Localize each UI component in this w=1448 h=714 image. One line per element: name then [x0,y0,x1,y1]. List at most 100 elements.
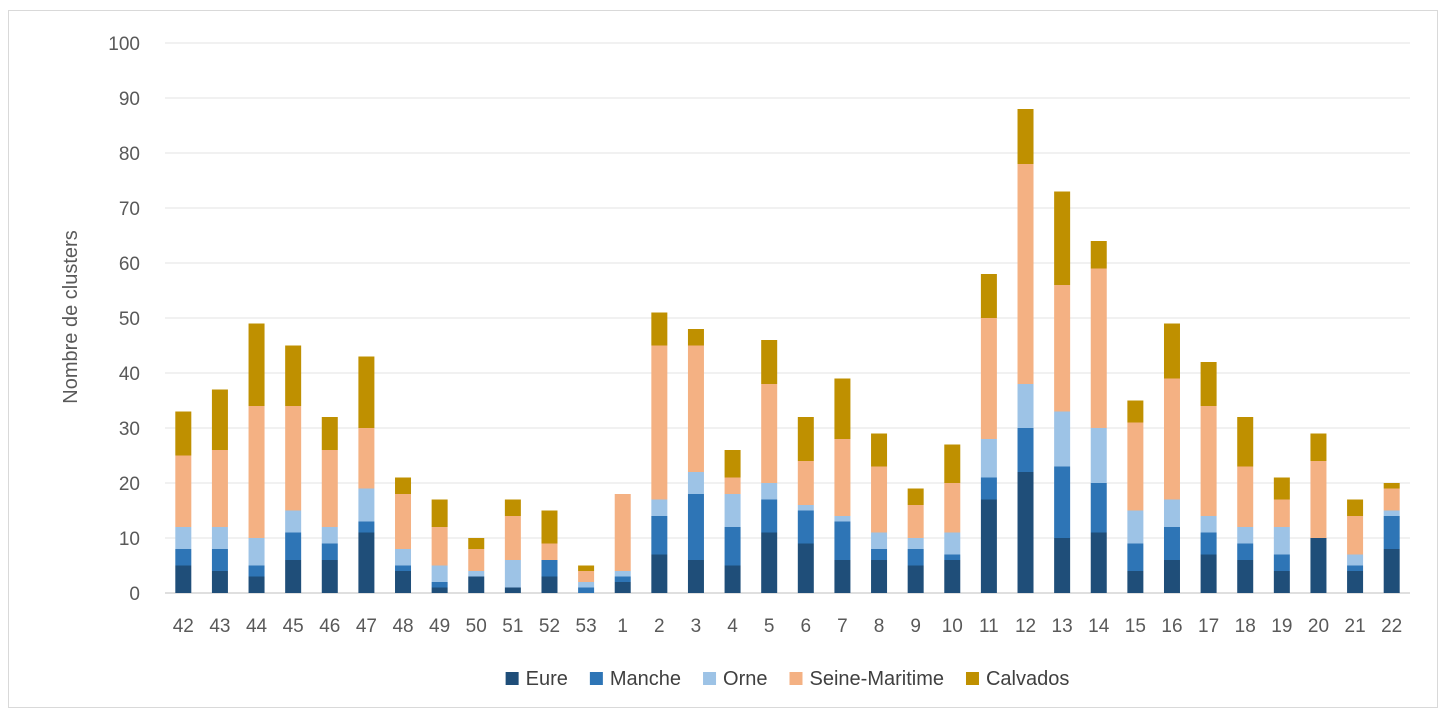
bar-segment-eure-2 [651,554,668,593]
bar-segment-eure-18 [1237,560,1254,593]
bar-segment-eure-12 [1017,472,1034,593]
bar-segment-eure-22 [1383,549,1400,593]
bar-segment-calvados-15 [1127,400,1144,423]
x-tick-label: 2 [654,616,665,637]
x-tick-label: 10 [942,616,963,637]
bar-segment-manche-48 [395,565,412,571]
bar-segment-eure-47 [358,532,375,593]
x-tick-label: 13 [1052,616,1073,637]
bar-segment-seine-maritime-11 [980,318,997,439]
bar-segment-manche-22 [1383,516,1400,549]
bar-segment-seine-maritime-48 [395,494,412,549]
x-tick-label: 5 [764,616,775,637]
bar-segment-manche-6 [797,510,814,544]
bar-segment-manche-11 [980,477,997,500]
bar-segment-eure-9 [907,565,924,593]
y-axis-ticks: 0 10 20 30 40 50 60 70 80 90 100 [108,34,140,605]
x-tick-label: 7 [837,616,848,637]
x-tick-label: 4 [727,616,738,637]
bar-segment-orne-12 [1017,384,1034,428]
bar-segment-calvados-51 [504,499,521,516]
x-tick-label: 43 [209,616,230,637]
x-tick-label: 9 [910,616,921,637]
bar-segment-orne-8 [871,532,888,549]
bar-segment-manche-1 [614,576,631,582]
bar-segment-orne-46 [321,527,338,544]
bar-segment-calvados-52 [541,510,558,544]
bar-segment-manche-47 [358,521,375,533]
legend-label: Calvados [986,668,1069,690]
legend-item-orne: Orne [703,668,768,690]
bar-segment-orne-10 [944,532,961,555]
bar-segment-seine-maritime-20 [1310,461,1327,538]
bar-segment-orne-13 [1054,411,1071,467]
bar-segment-seine-maritime-2 [651,345,668,500]
bar-segment-eure-3 [687,560,704,593]
bar-segment-calvados-48 [395,477,412,494]
bar-segment-calvados-6 [797,417,814,461]
bar-segment-orne-49 [431,565,448,582]
bar-segment-seine-maritime-50 [468,549,485,571]
x-tick-label: 52 [539,616,560,637]
chart-frame [8,10,1438,708]
bar-segment-manche-21 [1347,565,1364,571]
y-tick-label: 30 [119,419,140,440]
bar-segment-seine-maritime-47 [358,428,375,489]
bar-segment-calvados-50 [468,538,485,549]
bar-segment-calvados-13 [1054,191,1071,285]
x-tick-label: 44 [246,616,268,637]
bar-segment-eure-5 [761,532,778,593]
bar-segment-eure-51 [504,587,521,593]
bar-segment-manche-5 [761,499,778,533]
bar-segment-orne-45 [285,510,302,533]
bar-segment-eure-44 [248,576,265,593]
x-tick-label: 46 [319,616,340,637]
bar-segment-eure-49 [431,587,448,593]
bar-segment-orne-48 [395,549,412,566]
legend-swatch [965,672,979,685]
bar-segment-seine-maritime-15 [1127,422,1144,511]
bar-segment-orne-42 [175,527,192,549]
bar-segment-eure-13 [1054,538,1071,593]
bar-segment-calvados-22 [1383,483,1400,489]
bar-segment-eure-10 [944,560,961,593]
bar-segment-orne-9 [907,538,924,549]
bar-segment-calvados-11 [980,274,997,318]
bar-segment-manche-15 [1127,543,1144,571]
bar-segment-orne-43 [211,527,228,549]
legend-label: Orne [723,668,767,690]
bar-segment-calvados-53 [578,565,595,571]
legend-item-eure: Eure [505,668,568,690]
bar-segment-eure-52 [541,576,558,593]
x-tick-label: 47 [356,616,377,637]
bar-segment-seine-maritime-6 [797,461,814,505]
bar-segment-manche-49 [431,582,448,588]
bar-segment-orne-3 [687,472,704,494]
bar-segment-manche-12 [1017,428,1034,472]
bar-segment-manche-42 [175,549,192,566]
bar-segment-calvados-18 [1237,417,1254,467]
bar-segment-eure-15 [1127,571,1144,593]
x-tick-label: 20 [1308,616,1329,637]
x-tick-label: 53 [576,616,597,637]
bar-segment-seine-maritime-49 [431,527,448,566]
bar-segment-seine-maritime-14 [1090,268,1107,428]
bar-segment-eure-48 [395,571,412,593]
bar-segment-orne-18 [1237,527,1254,544]
bar-segment-manche-19 [1273,554,1290,571]
bar-segment-calvados-46 [321,417,338,450]
legend-label: Manche [610,668,681,690]
bar-segment-eure-17 [1200,554,1217,593]
bar-segment-manche-4 [724,527,741,566]
bar-segment-eure-20 [1310,538,1327,593]
x-tick-label: 22 [1381,616,1402,637]
x-tick-label: 45 [283,616,304,637]
x-tick-label: 1 [617,616,628,637]
bar-segment-seine-maritime-51 [504,516,521,560]
bar-segment-manche-7 [834,521,851,560]
bar-segment-calvados-4 [724,450,741,478]
x-tick-label: 51 [502,616,523,637]
x-tick-label: 11 [979,616,999,637]
bar-segment-calvados-12 [1017,109,1034,164]
